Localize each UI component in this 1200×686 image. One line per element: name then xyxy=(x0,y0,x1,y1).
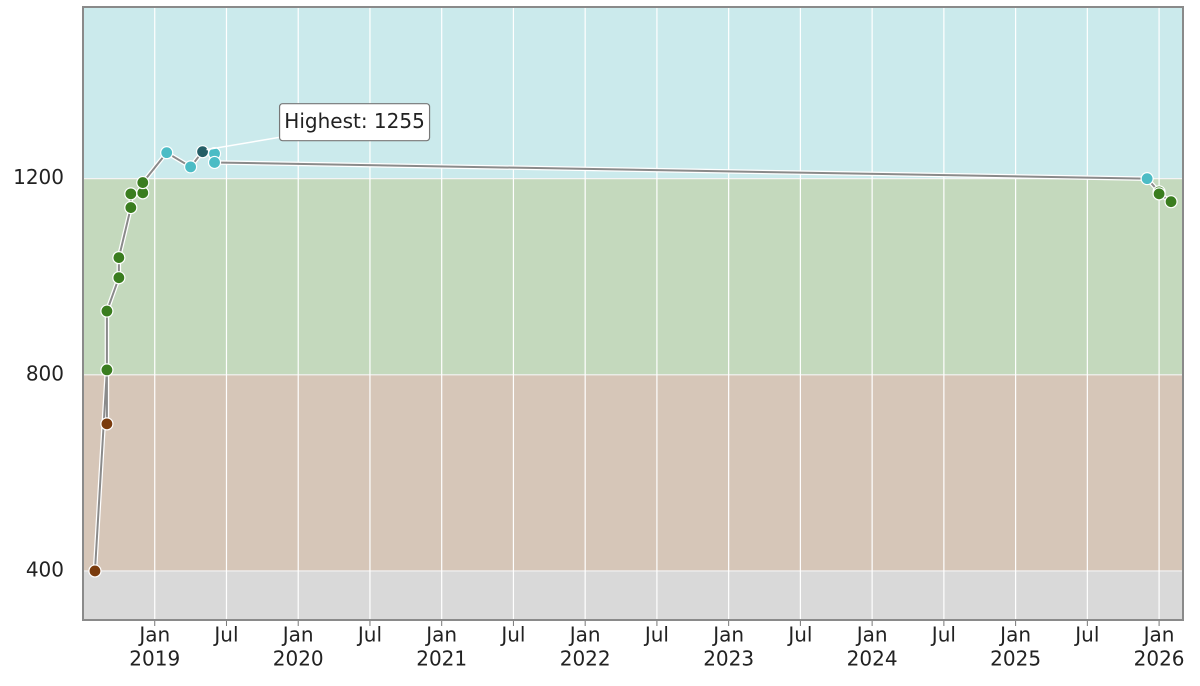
point xyxy=(1152,187,1166,201)
point xyxy=(112,271,126,285)
point xyxy=(1164,195,1178,209)
point xyxy=(160,146,174,160)
x-tick-label: Jul xyxy=(643,623,669,647)
x-tick-label: Jan xyxy=(137,623,170,647)
point xyxy=(112,250,126,265)
plot-border xyxy=(82,6,1184,621)
x-tick-year: 2024 xyxy=(847,647,898,671)
point xyxy=(195,145,210,159)
x-tick-year: 2022 xyxy=(560,647,611,671)
band xyxy=(83,7,1183,179)
x-tick-label: Jul xyxy=(356,623,382,647)
point xyxy=(124,187,138,201)
y-tick-label: 400 xyxy=(26,557,64,581)
point xyxy=(88,564,102,578)
y-tick-label: 800 xyxy=(26,361,64,385)
x-tick-year: 2021 xyxy=(416,647,467,671)
x-tick-label: Jan xyxy=(281,623,314,647)
band xyxy=(83,570,1183,620)
x-tick-label: Jan xyxy=(1142,623,1175,647)
band xyxy=(83,178,1183,375)
x-tick-label: Jul xyxy=(499,623,525,647)
x-tick-label: Jan xyxy=(855,623,888,647)
x-tick-label: Jul xyxy=(930,623,956,647)
x-tick-year: 2020 xyxy=(273,647,324,671)
annotation-connector xyxy=(206,135,284,151)
x-tick-year: 2019 xyxy=(129,647,180,671)
x-tick-year: 2026 xyxy=(1134,647,1185,671)
annotation-box xyxy=(278,103,431,142)
x-tick-year: 2023 xyxy=(703,647,754,671)
x-tick-label: Jan xyxy=(424,623,457,647)
annotation-text: Highest: 1255 xyxy=(284,109,425,133)
point xyxy=(207,155,222,170)
x-tick-label: Jan xyxy=(998,623,1031,647)
point xyxy=(136,175,150,190)
x-tick-label: Jan xyxy=(568,623,601,647)
point xyxy=(100,363,114,377)
x-tick-year: 2025 xyxy=(990,647,1041,671)
x-tick-label: Jul xyxy=(786,623,812,647)
band xyxy=(83,374,1183,571)
point xyxy=(124,200,138,215)
x-tick-label: Jan xyxy=(711,623,744,647)
x-tick-label: Jul xyxy=(212,623,238,647)
point xyxy=(184,160,198,174)
point xyxy=(100,417,114,431)
x-tick-label: Jul xyxy=(1073,623,1099,647)
y-tick-label: 1200 xyxy=(13,165,64,189)
point xyxy=(1140,172,1154,186)
point xyxy=(100,304,114,318)
